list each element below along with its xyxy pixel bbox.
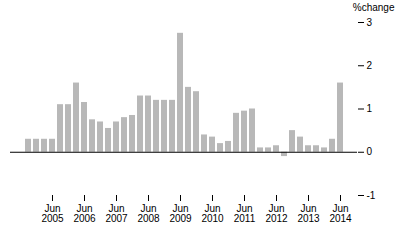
svg-text:Jun2008: Jun2008 <box>137 203 160 224</box>
svg-text:Jun2006: Jun2006 <box>73 203 96 224</box>
svg-text:Jun2014: Jun2014 <box>329 203 352 224</box>
svg-text:%change: %change <box>353 2 395 13</box>
svg-text:2: 2 <box>367 60 373 71</box>
svg-text:-1: -1 <box>367 190 376 201</box>
svg-text:3: 3 <box>367 17 373 28</box>
svg-text:Jun2009: Jun2009 <box>169 203 192 224</box>
svg-text:1: 1 <box>367 103 373 114</box>
svg-text:Jun2005: Jun2005 <box>41 203 64 224</box>
svg-text:Jun2013: Jun2013 <box>297 203 320 224</box>
svg-text:Jun2007: Jun2007 <box>105 203 128 224</box>
svg-text:Jun2012: Jun2012 <box>265 203 288 224</box>
svg-text:0: 0 <box>367 146 373 157</box>
svg-text:Jun2010: Jun2010 <box>201 203 224 224</box>
svg-text:Jun2011: Jun2011 <box>234 203 256 224</box>
